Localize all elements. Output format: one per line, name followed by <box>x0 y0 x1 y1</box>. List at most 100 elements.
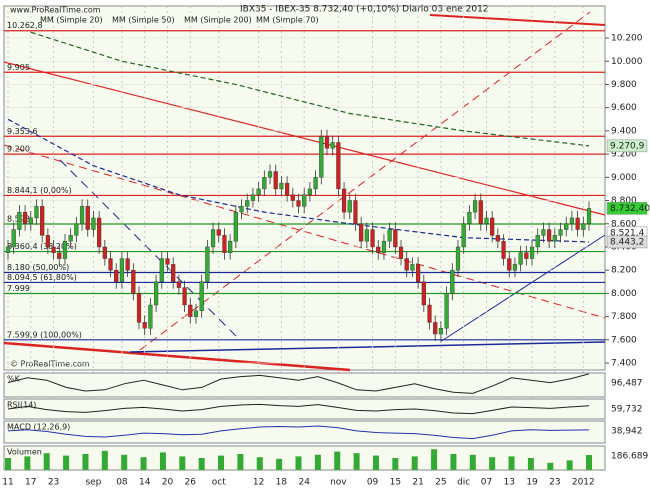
legend-entry: MM (Simple 70) <box>256 16 319 25</box>
level-label: 9.353,6 <box>7 127 38 136</box>
candle-body <box>171 264 176 282</box>
candle-body <box>176 281 181 288</box>
candle-body <box>501 240 506 259</box>
x-tick-label: 26 <box>185 478 197 488</box>
candle-body <box>233 211 238 242</box>
trend-line <box>439 234 606 343</box>
candle-body <box>302 194 307 207</box>
candle-body <box>102 246 107 259</box>
candle-body <box>222 235 227 253</box>
candle-body <box>290 194 295 201</box>
x-tick-label: nov <box>330 478 347 488</box>
x-tick-label: 12 <box>253 478 264 488</box>
candle-body <box>228 240 233 253</box>
volume-bar <box>295 456 302 470</box>
candle-body <box>512 264 518 271</box>
y-tick-label: 7.400 <box>611 359 637 369</box>
x-tick-label: 20 <box>162 478 174 488</box>
candle-body <box>68 235 73 242</box>
candle-body <box>11 229 16 248</box>
candle-body <box>370 229 375 248</box>
x-tick-label: 08 <box>116 478 128 488</box>
indicator-panel <box>3 445 606 471</box>
candle-body <box>313 177 318 190</box>
candle-body <box>45 235 50 248</box>
candle-body <box>216 229 221 236</box>
candle-body <box>17 211 22 230</box>
candle-body <box>250 194 256 201</box>
x-tick-label: dic <box>457 478 470 488</box>
candle-body <box>279 182 284 190</box>
candle-body <box>319 136 324 178</box>
candle-body <box>478 200 483 224</box>
x-tick-label: sep <box>85 478 101 488</box>
volume-bar <box>218 455 225 470</box>
candle-body <box>188 304 193 317</box>
volume-bar <box>489 457 496 470</box>
candle-body <box>398 246 404 259</box>
candle-body <box>79 206 85 224</box>
candle-body <box>125 258 130 271</box>
candle-body <box>296 200 301 207</box>
volume-bar <box>469 454 476 470</box>
trend-line <box>59 159 241 341</box>
x-tick-label: 2012 <box>572 478 595 488</box>
x-tick-label: 09 <box>367 478 379 488</box>
x-tick-label: 17 <box>25 478 36 488</box>
x-tick-label: 23 <box>48 478 59 488</box>
indicator-panel <box>3 398 606 420</box>
candle-body <box>285 182 290 195</box>
candle-body <box>199 281 204 312</box>
level-label: 8.094,5 (61,80%) <box>7 273 77 282</box>
candle-body <box>51 246 56 253</box>
volume-bar <box>353 453 360 470</box>
candle-body <box>524 252 529 259</box>
y-tick-label: 9.400 <box>611 126 637 136</box>
candle-body <box>353 200 358 224</box>
x-tick-label: 25 <box>435 478 446 488</box>
candle-body <box>564 223 569 230</box>
candle-body <box>518 252 523 265</box>
volume-bar <box>63 455 70 470</box>
candle-body <box>359 223 364 242</box>
candle-body <box>97 217 102 248</box>
x-tick-label: 07 <box>481 478 492 488</box>
y-tick-label: 10.000 <box>611 57 643 67</box>
level-label: 10.262,8 <box>7 21 43 30</box>
moving-average <box>30 31 590 147</box>
candle-body <box>136 293 142 323</box>
price-tag-label: 8.732,40 <box>610 204 650 214</box>
x-tick-label: 21 <box>412 478 423 488</box>
volume-bar <box>392 458 399 470</box>
candle-body <box>307 188 312 195</box>
candle-body <box>210 229 216 248</box>
x-tick-label: oct <box>212 478 226 488</box>
candle-body <box>91 217 96 230</box>
candle-body <box>547 229 552 242</box>
y-tick-label: 8.000 <box>611 289 637 299</box>
candle-body <box>40 206 45 236</box>
candle-body <box>22 211 28 224</box>
price-tag <box>606 202 648 215</box>
candle-body <box>341 188 347 213</box>
candle-body <box>182 287 187 306</box>
candle-body <box>108 258 113 271</box>
candle-body <box>552 235 557 242</box>
candle-body <box>119 258 125 282</box>
candle-body <box>262 177 267 190</box>
candle-body <box>347 200 352 213</box>
volume-bar <box>276 458 283 470</box>
y-tick-label: 9.200 <box>611 150 637 160</box>
legend-entry: MM (Simple 50) <box>112 16 175 25</box>
panel-reading: 38,942 <box>611 427 643 437</box>
candle-body <box>472 200 478 213</box>
candle-body <box>575 217 580 230</box>
candle-body <box>581 223 586 230</box>
volume-bar <box>140 457 147 470</box>
candle-body <box>404 258 409 271</box>
indicator-panel <box>3 420 606 444</box>
level-label: 9.905 <box>7 63 30 72</box>
candle-body <box>450 269 455 294</box>
volume-bar <box>237 454 244 470</box>
